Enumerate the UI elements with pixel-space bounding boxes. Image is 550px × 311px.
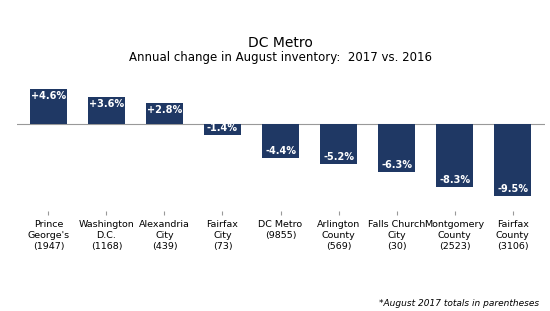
- Text: -4.4%: -4.4%: [265, 146, 296, 156]
- Text: *August 2017 totals in parentheses: *August 2017 totals in parentheses: [379, 299, 539, 308]
- Text: DC Metro: DC Metro: [248, 36, 313, 50]
- Text: Annual change in August inventory:  2017 vs. 2016: Annual change in August inventory: 2017 …: [129, 51, 432, 64]
- Text: +3.6%: +3.6%: [89, 99, 124, 109]
- Bar: [378, 124, 415, 172]
- Text: -1.4%: -1.4%: [207, 123, 238, 133]
- Text: -9.5%: -9.5%: [497, 184, 528, 194]
- Bar: [146, 103, 183, 124]
- Bar: [320, 124, 358, 164]
- Text: -6.3%: -6.3%: [381, 160, 412, 170]
- Bar: [494, 124, 531, 196]
- Text: +2.8%: +2.8%: [147, 105, 182, 115]
- Text: +4.6%: +4.6%: [31, 91, 66, 101]
- Bar: [436, 124, 474, 187]
- Text: -8.3%: -8.3%: [439, 175, 470, 185]
- Bar: [262, 124, 299, 157]
- Text: -5.2%: -5.2%: [323, 152, 354, 162]
- Bar: [204, 124, 241, 135]
- Bar: [87, 97, 125, 124]
- Bar: [30, 89, 67, 124]
